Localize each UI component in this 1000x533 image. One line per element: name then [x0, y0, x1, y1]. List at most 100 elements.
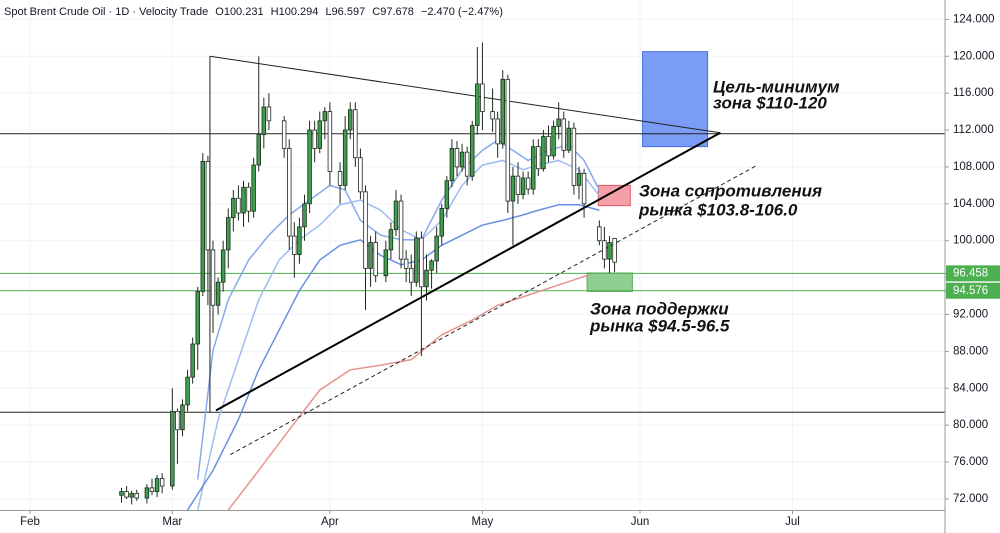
candle-body — [327, 111, 333, 172]
y-tick-label: 124.000 — [953, 13, 995, 25]
y-tick-label: 120.000 — [953, 50, 995, 62]
candle-body — [393, 200, 399, 231]
y-tick-label: 92.000 — [953, 309, 988, 321]
zone — [586, 272, 633, 292]
candle-body — [480, 83, 485, 112]
candle-body — [348, 109, 353, 131]
candle-body — [180, 404, 185, 431]
candle-body — [510, 175, 516, 202]
candle-body — [124, 491, 129, 498]
ohlc-close: C97.678 — [372, 6, 414, 18]
candle-body — [470, 125, 475, 177]
price-tag-label: 94.576 — [953, 285, 988, 297]
candle-body — [505, 78, 511, 202]
candle-body — [185, 376, 190, 406]
candle-body — [536, 146, 541, 170]
candle-body — [419, 237, 424, 288]
candle-body — [388, 229, 394, 251]
candle-body — [383, 249, 389, 277]
candle-body — [261, 106, 267, 136]
annotation-line: зона $110-120 — [713, 93, 827, 112]
candle-body — [307, 129, 312, 205]
y-tick-label: 100.000 — [953, 235, 995, 247]
candle-body — [251, 164, 256, 212]
candle-body — [287, 148, 292, 237]
candle-body — [515, 175, 521, 195]
candle-body — [200, 160, 206, 292]
candle-body — [353, 109, 358, 159]
candle-body — [434, 235, 439, 262]
candle-body — [368, 242, 373, 269]
candle-body — [546, 136, 551, 157]
zone — [597, 184, 631, 207]
candle-body — [607, 242, 612, 260]
moving-average — [197, 159, 600, 510]
axes: 72.00076.00080.00084.00088.00092.00096.0… — [20, 13, 1000, 528]
candle-body — [464, 151, 470, 177]
moving-average — [186, 203, 600, 510]
candle-body — [241, 186, 246, 214]
candle-body — [236, 197, 241, 214]
candle-body — [134, 492, 139, 499]
candle-body — [195, 291, 200, 345]
candle-body — [444, 180, 450, 209]
x-tick-label: Apr — [321, 516, 339, 528]
candle-body — [292, 235, 297, 255]
y-tick-label: 84.000 — [953, 382, 988, 394]
candle-body — [409, 267, 414, 283]
candle-body — [358, 157, 363, 193]
candle-body — [337, 171, 343, 186]
candle-body — [495, 118, 500, 145]
candle-body — [220, 249, 226, 283]
x-tick-label: Mar — [162, 516, 182, 528]
candle-body — [144, 487, 150, 499]
candle-body — [500, 78, 505, 145]
candle-body — [414, 237, 419, 283]
candle-body — [215, 281, 221, 306]
candle-body — [210, 249, 216, 306]
candle-body — [424, 269, 429, 288]
symbol: Spot Brent Crude Oil · 1D · Velocity Tra… — [4, 6, 208, 18]
candle-body — [322, 111, 328, 122]
ohlc-high: H100.294 — [271, 6, 319, 18]
x-tick-label: Jul — [785, 516, 800, 528]
trend-line — [209, 55, 721, 134]
candle-body — [571, 127, 577, 186]
candle-body — [454, 148, 460, 168]
plot-area — [0, 42, 945, 510]
candle-body — [373, 242, 378, 277]
candle-body — [154, 478, 160, 492]
candle-body — [597, 226, 602, 242]
y-tick-label: 76.000 — [953, 456, 988, 468]
candle-body — [449, 148, 455, 182]
price-tag — [946, 265, 1000, 282]
candle-body — [581, 172, 587, 205]
candle-body — [246, 186, 251, 212]
y-tick-label: 116.000 — [953, 87, 994, 99]
annotation-line: Цель-минимум — [713, 77, 840, 96]
annotation-line: Зона поддержки — [590, 299, 729, 318]
candle-body — [561, 118, 566, 151]
candle-body — [302, 203, 307, 228]
zone — [642, 51, 709, 148]
candle-body — [170, 410, 175, 487]
candle-body — [551, 125, 556, 157]
candle-body — [256, 134, 261, 166]
candle-body — [429, 260, 434, 271]
ohlc-low: L96.597 — [325, 6, 365, 18]
candle-body — [403, 258, 409, 269]
candle-body — [576, 172, 582, 186]
trend-line — [215, 131, 721, 412]
candle-body — [566, 127, 572, 151]
candle-body — [190, 343, 195, 378]
y-tick-label: 112.000 — [953, 124, 994, 136]
candle-body — [205, 160, 211, 251]
candle-body — [175, 410, 180, 431]
y-tick-label: 80.000 — [953, 419, 988, 431]
candle-body — [297, 226, 302, 255]
candle-body — [556, 118, 561, 127]
candle-body — [231, 197, 236, 219]
chart-header: Spot Brent Crude Oil · 1D · Velocity Tra… — [4, 6, 503, 18]
x-tick-label: Feb — [20, 516, 40, 528]
